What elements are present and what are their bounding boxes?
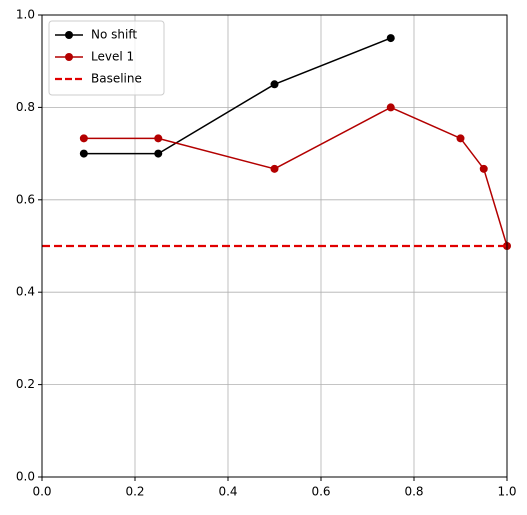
y-tick-label: 1.0 [16,8,35,22]
legend-label: Baseline [91,72,142,86]
x-tick-label: 0.0 [32,485,51,499]
point [154,149,163,158]
x-tick-label: 0.6 [311,485,330,499]
x-tick-label: 1.0 [497,485,516,499]
point [154,134,163,143]
legend-marker [65,53,73,61]
point [79,149,88,158]
point [479,164,488,173]
point [79,134,88,143]
y-tick-label: 0.8 [16,100,35,114]
legend-label: Level 1 [91,50,134,64]
legend-label: No shift [91,28,137,42]
x-tick-label: 0.8 [404,485,423,499]
legend-box [48,20,165,96]
point [270,164,279,173]
y-tick-label: 0.0 [16,470,35,484]
x-tick-label: 0.2 [125,485,144,499]
point [386,34,395,43]
point [386,103,395,112]
point [270,80,279,89]
plot-frame [41,14,508,478]
series-line [83,37,392,155]
y-tick-label: 0.2 [16,377,35,391]
legend: No shift Level 1 Baseline [48,20,165,96]
x-tick-label: 0.4 [218,485,237,499]
series-line [83,106,508,247]
point [456,134,465,143]
legend-marker [65,31,73,39]
y-tick-label: 0.4 [16,285,35,299]
y-tick-label: 0.6 [16,192,35,206]
